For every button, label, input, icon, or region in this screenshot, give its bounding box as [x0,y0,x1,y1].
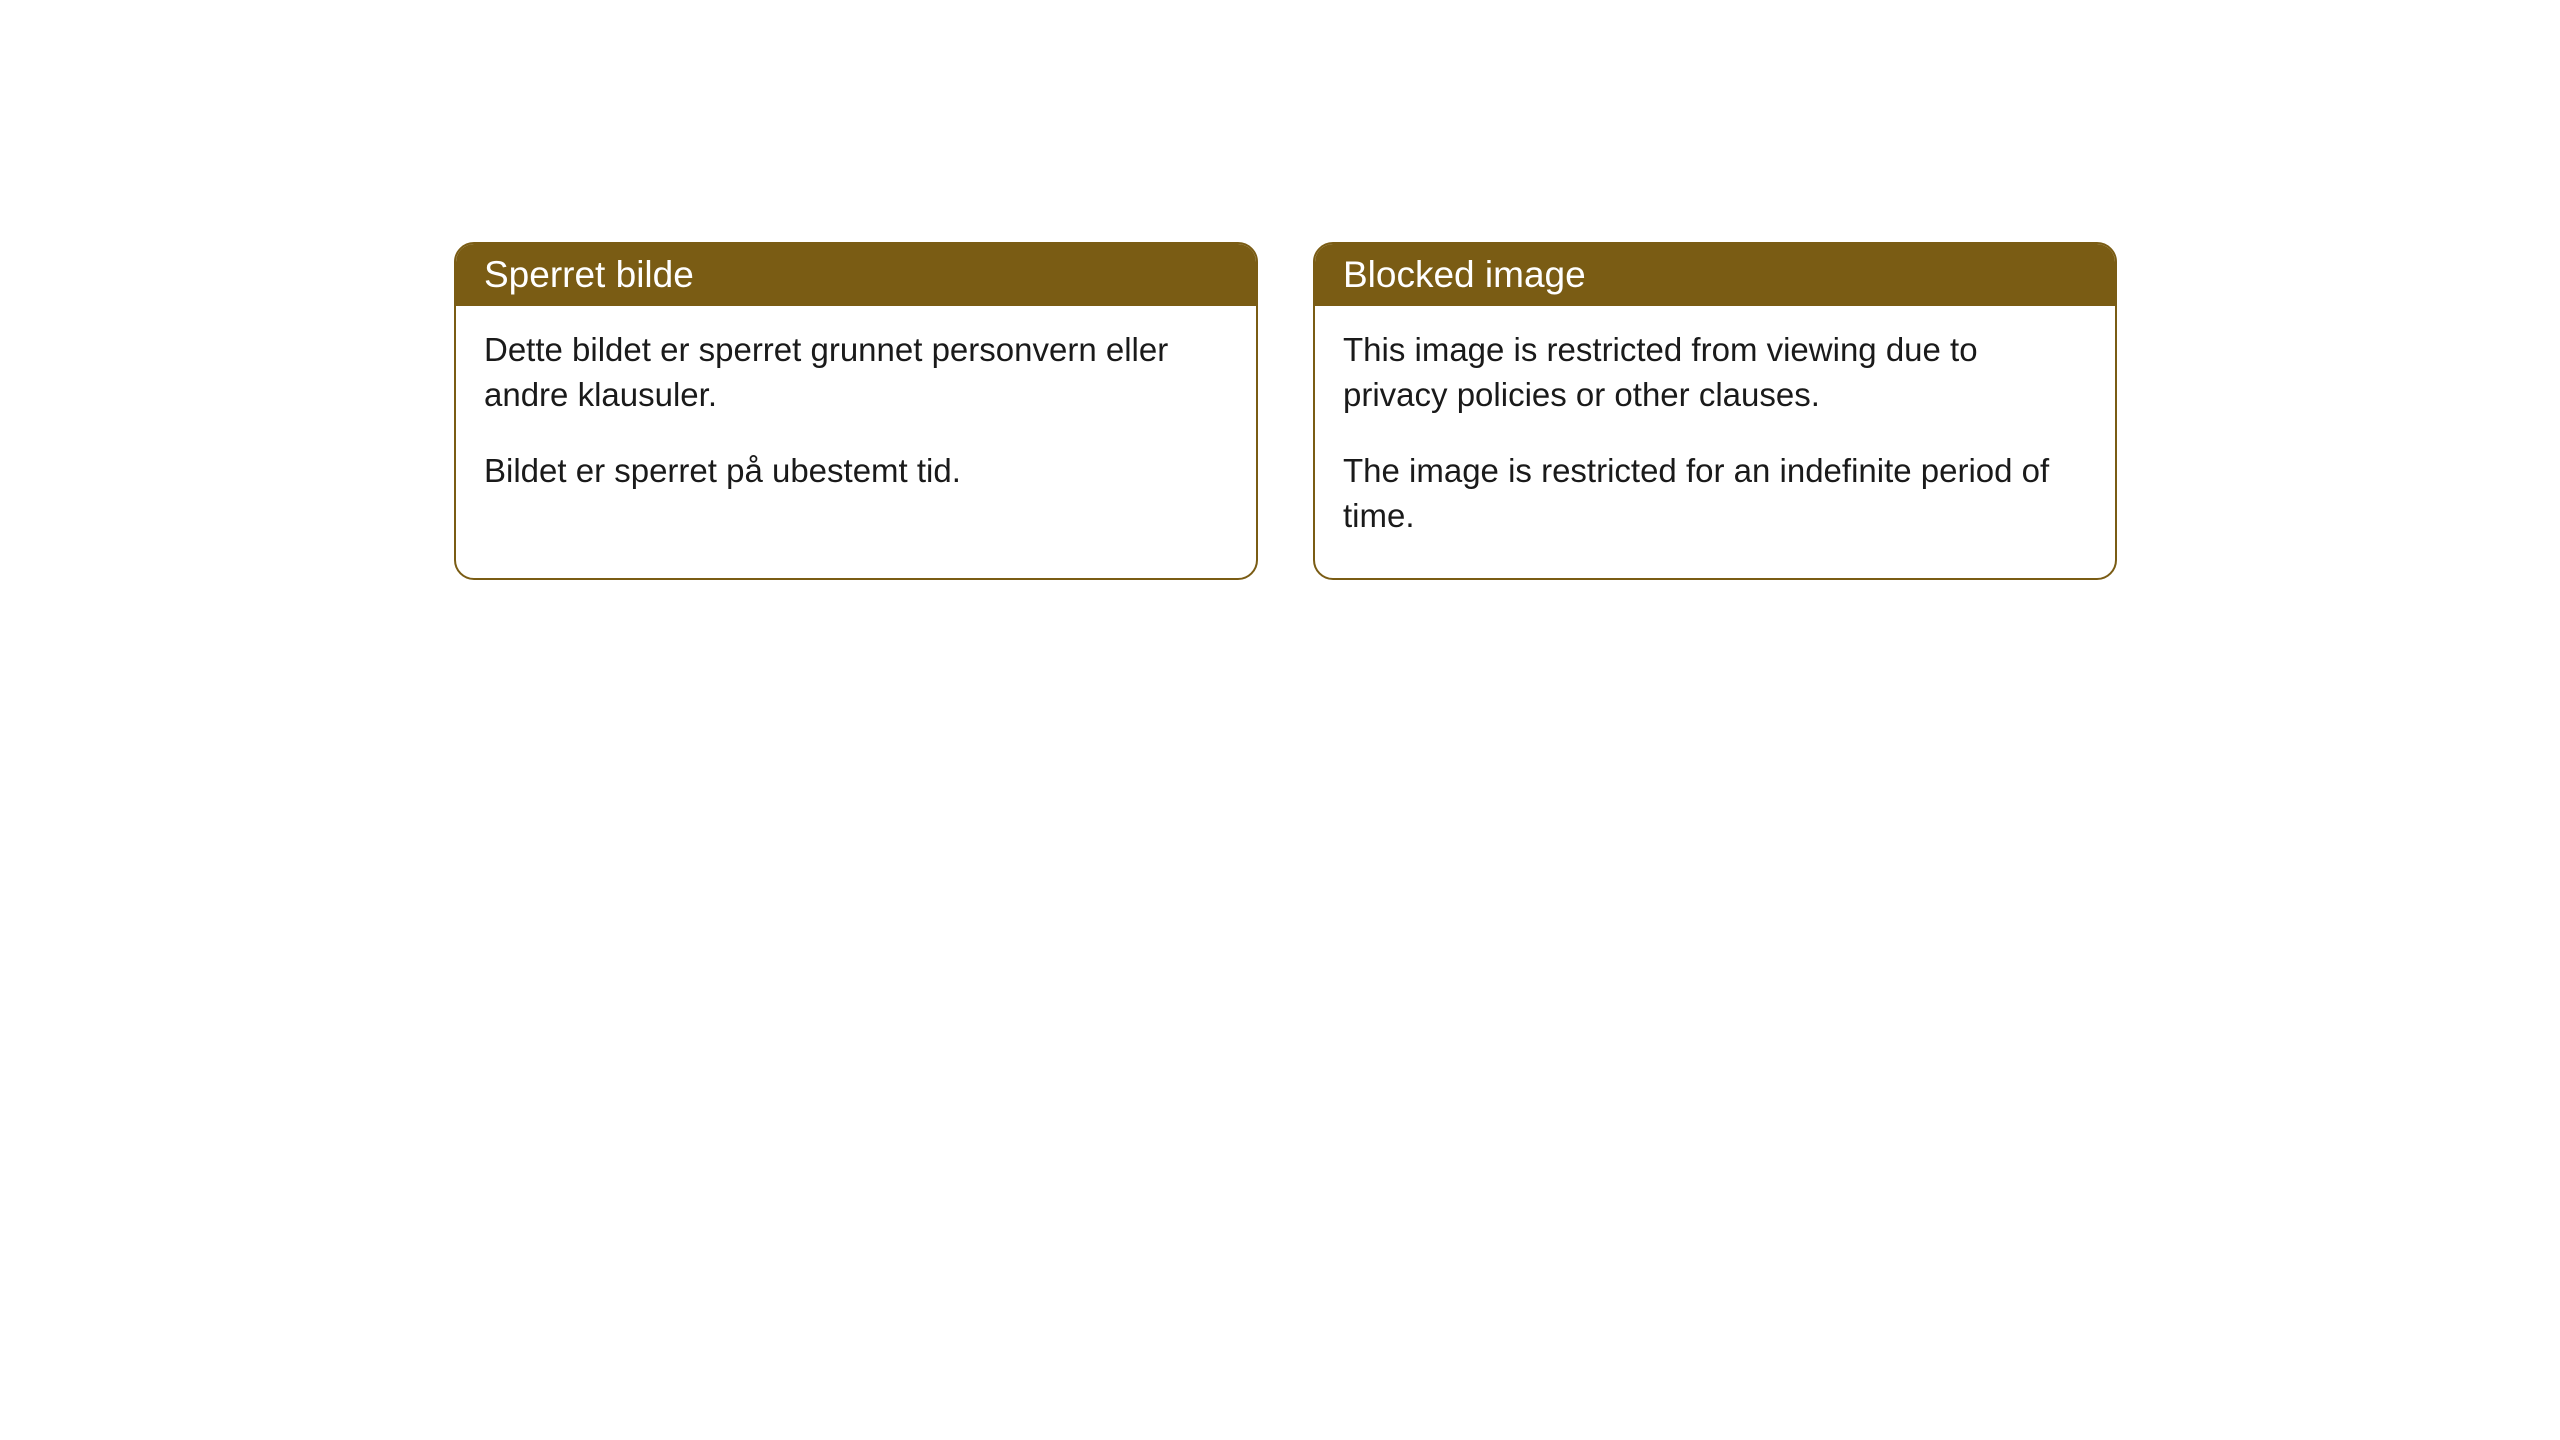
card-body: This image is restricted from viewing du… [1315,306,2115,578]
card-header: Blocked image [1315,244,2115,306]
card-paragraph: The image is restricted for an indefinit… [1343,449,2087,538]
card-body: Dette bildet er sperret grunnet personve… [456,306,1256,534]
card-title: Sperret bilde [484,254,694,295]
card-paragraph: This image is restricted from viewing du… [1343,328,2087,417]
blocked-image-card-norwegian: Sperret bilde Dette bildet er sperret gr… [454,242,1258,580]
cards-container: Sperret bilde Dette bildet er sperret gr… [454,242,2560,580]
card-paragraph: Dette bildet er sperret grunnet personve… [484,328,1228,417]
card-header: Sperret bilde [456,244,1256,306]
blocked-image-card-english: Blocked image This image is restricted f… [1313,242,2117,580]
card-paragraph: Bildet er sperret på ubestemt tid. [484,449,1228,494]
card-title: Blocked image [1343,254,1586,295]
